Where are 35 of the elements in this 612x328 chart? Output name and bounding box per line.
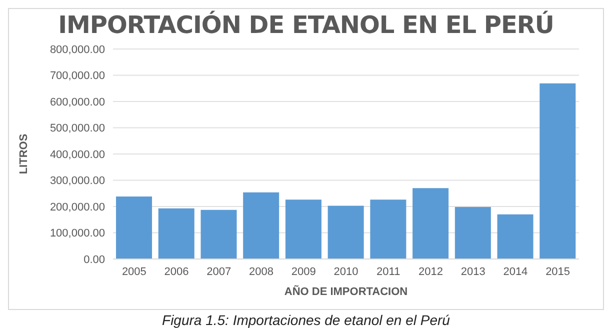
y-tick-label: 800,000.00 xyxy=(50,44,105,56)
y-tick-label: 300,000.00 xyxy=(50,175,105,188)
bar xyxy=(497,214,534,259)
chart-title: IMPORTACIÓN DE ETANOL EN EL PERÚ xyxy=(57,11,555,39)
bar xyxy=(116,196,152,259)
bar xyxy=(243,192,280,259)
y-tick-label: 600,000.00 xyxy=(50,96,105,108)
x-tick-label: 2005 xyxy=(122,266,146,278)
x-tick-label: 2013 xyxy=(460,266,486,278)
y-tick-label: 200,000.00 xyxy=(50,201,105,214)
bar xyxy=(285,200,322,259)
bar xyxy=(200,210,237,259)
text: Figura 1.5: Importaciones de etanol en el Perú xyxy=(161,312,451,328)
y-axis-title: LITROS xyxy=(18,134,30,174)
x-tick-label: 2014 xyxy=(503,266,528,278)
bar xyxy=(158,208,194,259)
bar xyxy=(370,200,406,259)
y-tick-label: 500,000.00 xyxy=(50,122,105,135)
y-tick-label: 400,000.00 xyxy=(50,148,105,161)
x-tick-label: 2008 xyxy=(249,266,274,278)
x-tick-label: 2012 xyxy=(418,266,443,278)
bar xyxy=(454,207,491,259)
bar xyxy=(540,83,576,259)
x-tick-label: 2015 xyxy=(546,266,570,278)
x-tick-label: 2007 xyxy=(206,266,232,278)
x-axis-title: AÑO DE IMPORTACION xyxy=(284,285,408,298)
x-tick-label: 2011 xyxy=(376,266,400,278)
y-tick-label: 100,000.00 xyxy=(50,228,105,240)
bar xyxy=(328,206,364,259)
x-tick-label: 2006 xyxy=(164,266,189,278)
x-tick-label: 2009 xyxy=(291,266,316,278)
y-tick-label: 0.00 xyxy=(84,254,105,266)
bar xyxy=(412,188,449,259)
y-tick-label: 700,000.00 xyxy=(50,70,105,82)
x-tick-label: 2010 xyxy=(334,266,358,278)
